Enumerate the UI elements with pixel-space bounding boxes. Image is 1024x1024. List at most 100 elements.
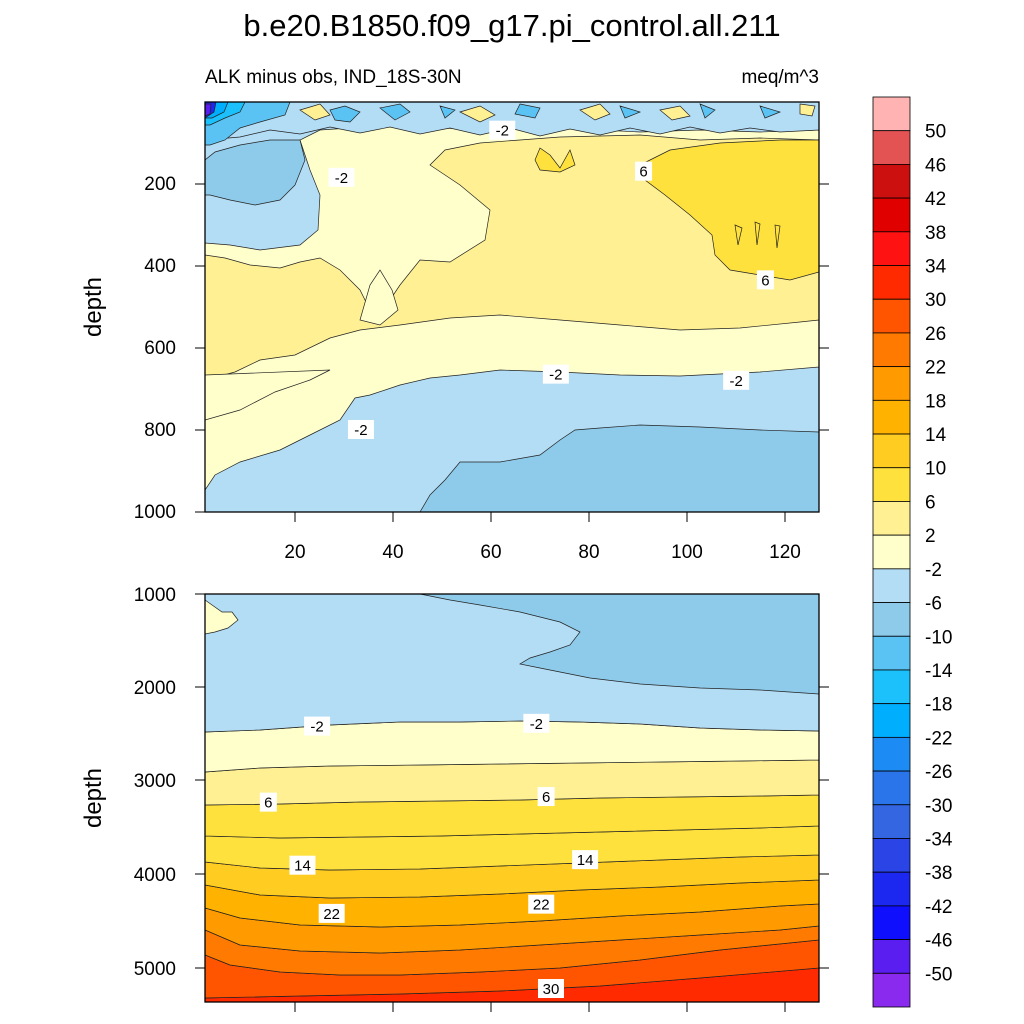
- colorbar-label: -6: [925, 594, 942, 615]
- contour-label: -2: [530, 716, 543, 733]
- colorbar-box: [872, 298, 911, 334]
- colorbar-label: 30: [925, 290, 946, 311]
- contour-label: -2: [729, 373, 742, 390]
- lower-y-tick-label: 3000: [134, 771, 176, 792]
- lower-y-tick-label: 5000: [134, 959, 176, 980]
- contour-label: -2: [335, 170, 348, 187]
- colorbar-label: 38: [925, 223, 946, 244]
- colorbar-box: [872, 736, 911, 772]
- colorbar-label: 26: [925, 324, 946, 345]
- colorbar-label: 10: [925, 459, 946, 480]
- contour-label: 22: [533, 897, 550, 914]
- contour-label-bg: [347, 420, 374, 439]
- upper-x-tick-label: 80: [578, 542, 599, 563]
- colorbar-label: 42: [925, 189, 946, 210]
- lower-y-tick-label: 4000: [134, 865, 176, 886]
- panel-subtitle-right: meq/m^3: [741, 67, 819, 88]
- lower-y-tick-label: 2000: [134, 678, 176, 699]
- colorbar-label: -34: [925, 829, 953, 850]
- colorbar-label: 34: [925, 257, 947, 278]
- upper-contour-labels: -2 6 -2 6 -2 -2 -2: [328, 120, 774, 439]
- upper-y-axis-title: depth: [80, 277, 107, 337]
- colorbar-box: [872, 265, 911, 300]
- colorbar-box: [872, 770, 911, 806]
- colorbar-label: -18: [925, 695, 952, 716]
- colorbar-box: [872, 231, 911, 266]
- colorbar-box: [872, 972, 911, 1008]
- colorbar-box: [872, 838, 911, 873]
- colorbar-label: -10: [925, 627, 952, 648]
- contour-label: -2: [354, 422, 367, 439]
- upper-x-tick-label: 20: [284, 542, 305, 563]
- colorbar-box: [872, 96, 911, 132]
- colorbar-box: [872, 332, 911, 368]
- colorbar-box: [872, 197, 911, 233]
- contour-label-bg: [489, 120, 516, 140]
- lower-y-tick-label: 1000: [134, 585, 176, 606]
- colorbar-label: 2: [925, 526, 936, 547]
- contour-label: -2: [496, 123, 509, 140]
- colorbar-label: -30: [925, 796, 952, 817]
- colorbar-label: -46: [925, 931, 952, 952]
- contour-label-bg: [304, 716, 331, 736]
- contour-label-bg: [528, 894, 555, 914]
- colorbar-boxes: [872, 96, 911, 1008]
- colorbar-label: -50: [925, 964, 952, 985]
- contour-label: -2: [549, 367, 562, 384]
- upper-y-tick-label: 400: [144, 256, 176, 277]
- colorbar-box: [872, 871, 911, 907]
- upper-x-tick-label: 100: [671, 542, 703, 563]
- colorbar-label: 18: [925, 391, 946, 412]
- colorbar-label: 46: [925, 155, 946, 176]
- contour-label-bg: [542, 364, 569, 384]
- upper-x-axis: [294, 512, 786, 522]
- upper-y-axis: [195, 183, 829, 513]
- contour-label-bg: [318, 903, 345, 923]
- upper-x-tick-label: 120: [769, 542, 801, 563]
- contour-label: 6: [761, 272, 769, 289]
- colorbar-box: [872, 467, 911, 502]
- contour-label-bg: [635, 161, 653, 181]
- contour-label-bg: [523, 713, 550, 733]
- colorbar-label: 50: [925, 122, 946, 143]
- colorbar-box: [872, 568, 911, 603]
- colorbar-box: [872, 939, 911, 974]
- contour-label: 6: [639, 164, 647, 181]
- upper-y-tick-label: 200: [144, 174, 176, 195]
- contour-label: -2: [310, 719, 323, 736]
- colorbar-label: 22: [925, 358, 946, 379]
- lower-contour-labels: -2 -2 6 6 14 14 22 22 30: [259, 713, 599, 999]
- contour-label: 6: [264, 795, 272, 812]
- upper-y-tick-label: 800: [144, 420, 176, 441]
- contour-label: 22: [323, 906, 340, 923]
- contour-label-bg: [723, 370, 750, 390]
- colorbar-box: [872, 433, 911, 469]
- upper-x-tick-label: 60: [480, 542, 501, 563]
- colorbar-box: [872, 905, 911, 940]
- upper-y-tick-label: 600: [144, 338, 176, 359]
- colorbar-box: [872, 804, 911, 839]
- colorbar-label: -38: [925, 863, 952, 884]
- contour-label: 30: [543, 981, 560, 998]
- contour-label-bg: [289, 855, 316, 875]
- upper-y-tick-label: 1000: [134, 502, 176, 523]
- colorbar-box: [872, 164, 911, 199]
- upper-plot-frame: [204, 101, 820, 513]
- colorbar-box: [872, 669, 911, 705]
- contour-label: 6: [542, 789, 550, 806]
- colorbar-box: [872, 130, 911, 165]
- colorbar-box: [872, 703, 911, 738]
- contour-label-bg: [756, 270, 774, 290]
- colorbar-label: -22: [925, 728, 952, 749]
- contour-label-bg: [259, 792, 277, 812]
- upper-panel: 200 400 600 800 1000 20 40 60 80 100 120…: [80, 101, 829, 563]
- contour-label: 14: [294, 858, 311, 875]
- colorbar-labels: 50 46 42 38 34 30 26 22 18 14 10 6 2 -2 -6 -10 -14 -18 -22…: [925, 122, 953, 986]
- colorbar-box: [872, 366, 911, 401]
- panel-subtitle-left: ALK minus obs, IND_18S-30N: [205, 67, 462, 88]
- colorbar-box: [872, 534, 911, 570]
- colorbar-label: -14: [925, 661, 953, 682]
- colorbar: 50 46 42 38 34 30 26 22 18 14 10 6 2 -2 -6 -10 -14 -18 -22…: [872, 96, 953, 1008]
- figure-title: b.e20.B1850.f09_g17.pi_control.all.211: [243, 8, 780, 43]
